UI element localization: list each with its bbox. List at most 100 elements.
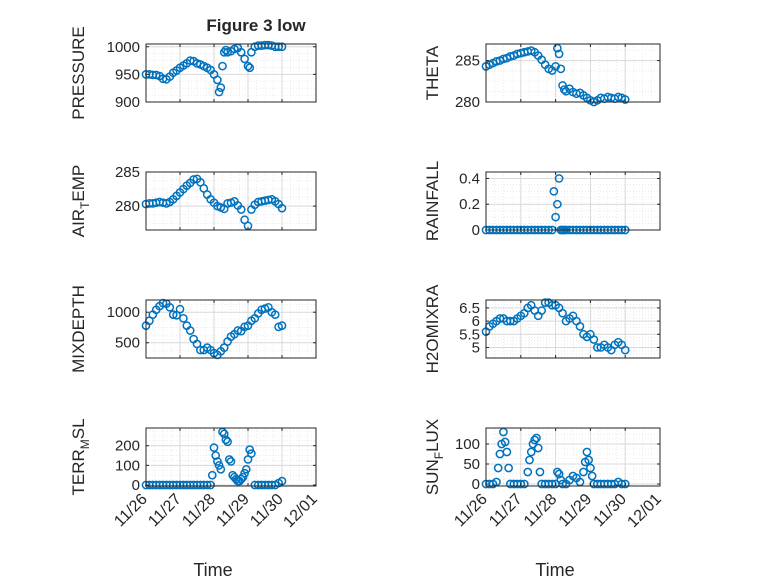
y-tick-label: 6 bbox=[472, 313, 480, 330]
y-tick-label: 0 bbox=[472, 476, 480, 493]
data-point bbox=[587, 471, 597, 481]
x-axis-label: Time bbox=[535, 560, 574, 580]
y-tick-label: 0 bbox=[472, 222, 480, 239]
data-point bbox=[207, 470, 217, 480]
y-axis-label-main: MIXDEPTH bbox=[69, 285, 88, 373]
data-point bbox=[558, 479, 567, 489]
y-axis-label-main: AIR bbox=[69, 209, 88, 237]
data-point bbox=[620, 479, 630, 489]
data-point bbox=[236, 205, 246, 214]
y-axis-label: RAINFALL bbox=[423, 161, 442, 241]
data-point bbox=[530, 435, 540, 445]
data-point bbox=[554, 49, 564, 59]
data-point bbox=[238, 472, 248, 482]
data-point bbox=[549, 186, 559, 196]
data-point bbox=[233, 326, 243, 335]
data-point bbox=[504, 463, 513, 473]
y-tick-label: 0 bbox=[132, 477, 140, 494]
data-point bbox=[209, 443, 219, 453]
y-tick-label: 5.5 bbox=[459, 326, 480, 343]
data-point bbox=[224, 455, 234, 464]
data-point bbox=[523, 467, 533, 477]
y-tick-label: 280 bbox=[455, 94, 480, 111]
data-point bbox=[533, 443, 543, 453]
data-point bbox=[175, 304, 185, 314]
axes-box bbox=[485, 299, 661, 359]
data-point bbox=[502, 447, 512, 457]
data-point bbox=[221, 45, 231, 55]
y-tick-label: 0.2 bbox=[459, 196, 480, 213]
axes-box bbox=[145, 427, 317, 487]
y-axis-label-subscript: T bbox=[78, 201, 92, 209]
data-point bbox=[241, 464, 251, 474]
y-axis-label-main: RAINFALL bbox=[423, 161, 442, 241]
plot-area bbox=[486, 172, 660, 230]
axes-box bbox=[145, 171, 317, 231]
data-point bbox=[526, 447, 536, 457]
y-axis-label-tail: EMP bbox=[69, 165, 88, 202]
y-tick-label: 200 bbox=[115, 438, 140, 455]
data-point bbox=[240, 468, 249, 478]
data-point bbox=[219, 429, 229, 439]
y-axis-label: PRESSURE bbox=[69, 26, 88, 120]
axes-4: 0 0.2 0.4 RAINFALL bbox=[423, 161, 661, 241]
data-point bbox=[214, 461, 224, 470]
axes-box bbox=[485, 43, 661, 103]
data-point bbox=[165, 302, 175, 312]
figure-title: Figure 3 low bbox=[206, 16, 306, 35]
y-tick-label: 900 bbox=[115, 94, 140, 111]
data-point bbox=[532, 433, 541, 443]
data-point bbox=[582, 447, 592, 457]
data-point bbox=[223, 437, 232, 447]
y-tick-label: 1000 bbox=[107, 39, 140, 56]
data-point bbox=[551, 62, 560, 71]
data-point bbox=[551, 212, 560, 222]
data-point bbox=[516, 479, 526, 489]
y-axis-label: AIRTEMP bbox=[69, 165, 92, 238]
data-point bbox=[535, 467, 545, 477]
y-axis-label-tail: LUX bbox=[423, 419, 442, 452]
data-point bbox=[218, 61, 227, 71]
data-point bbox=[240, 54, 249, 64]
data-point bbox=[620, 345, 630, 355]
data-point bbox=[552, 43, 562, 53]
axes-5: 500 1000 MIXDEPTH bbox=[69, 285, 317, 373]
data-point bbox=[575, 322, 585, 331]
data-point bbox=[537, 306, 547, 315]
data-point bbox=[221, 435, 231, 445]
axes-box bbox=[145, 43, 317, 103]
y-tick-label: 280 bbox=[115, 198, 140, 215]
axes-3: 280 285 AIRTEMP bbox=[69, 164, 317, 238]
data-point bbox=[236, 47, 246, 57]
data-point bbox=[554, 174, 564, 183]
axes-6: 55.566.5 H2OMIXRA bbox=[423, 284, 661, 373]
data-point bbox=[552, 199, 562, 209]
data-point bbox=[226, 457, 236, 466]
y-tick-label: 1000 bbox=[107, 304, 140, 321]
data-point bbox=[245, 63, 255, 73]
data-point bbox=[554, 469, 564, 479]
axes-box bbox=[145, 299, 317, 359]
y-axis-label-main: H2OMIXRA bbox=[423, 284, 442, 373]
y-axis-label: SUNFLUX bbox=[423, 419, 446, 495]
data-point bbox=[245, 445, 255, 454]
data-point bbox=[168, 310, 178, 320]
axes-box bbox=[485, 427, 661, 487]
axes-1: 900 950 1000 PRESSURE bbox=[69, 26, 317, 120]
data-point bbox=[277, 203, 287, 213]
data-point bbox=[558, 308, 567, 318]
y-axis-label-main: PRESSURE bbox=[69, 26, 88, 120]
data-point bbox=[213, 457, 222, 466]
data-point bbox=[579, 467, 588, 477]
data-point bbox=[216, 83, 226, 92]
axes-box bbox=[485, 171, 661, 231]
data-point bbox=[559, 85, 569, 94]
y-axis-label-main: TERR bbox=[69, 449, 88, 495]
axes-2: 280 285 THETA bbox=[423, 43, 661, 111]
plot-area bbox=[146, 300, 316, 358]
data-point bbox=[185, 326, 195, 335]
y-tick-label: 500 bbox=[115, 335, 140, 352]
y-tick-label: 950 bbox=[115, 66, 140, 83]
y-axis-label-subscript: M bbox=[78, 439, 92, 449]
